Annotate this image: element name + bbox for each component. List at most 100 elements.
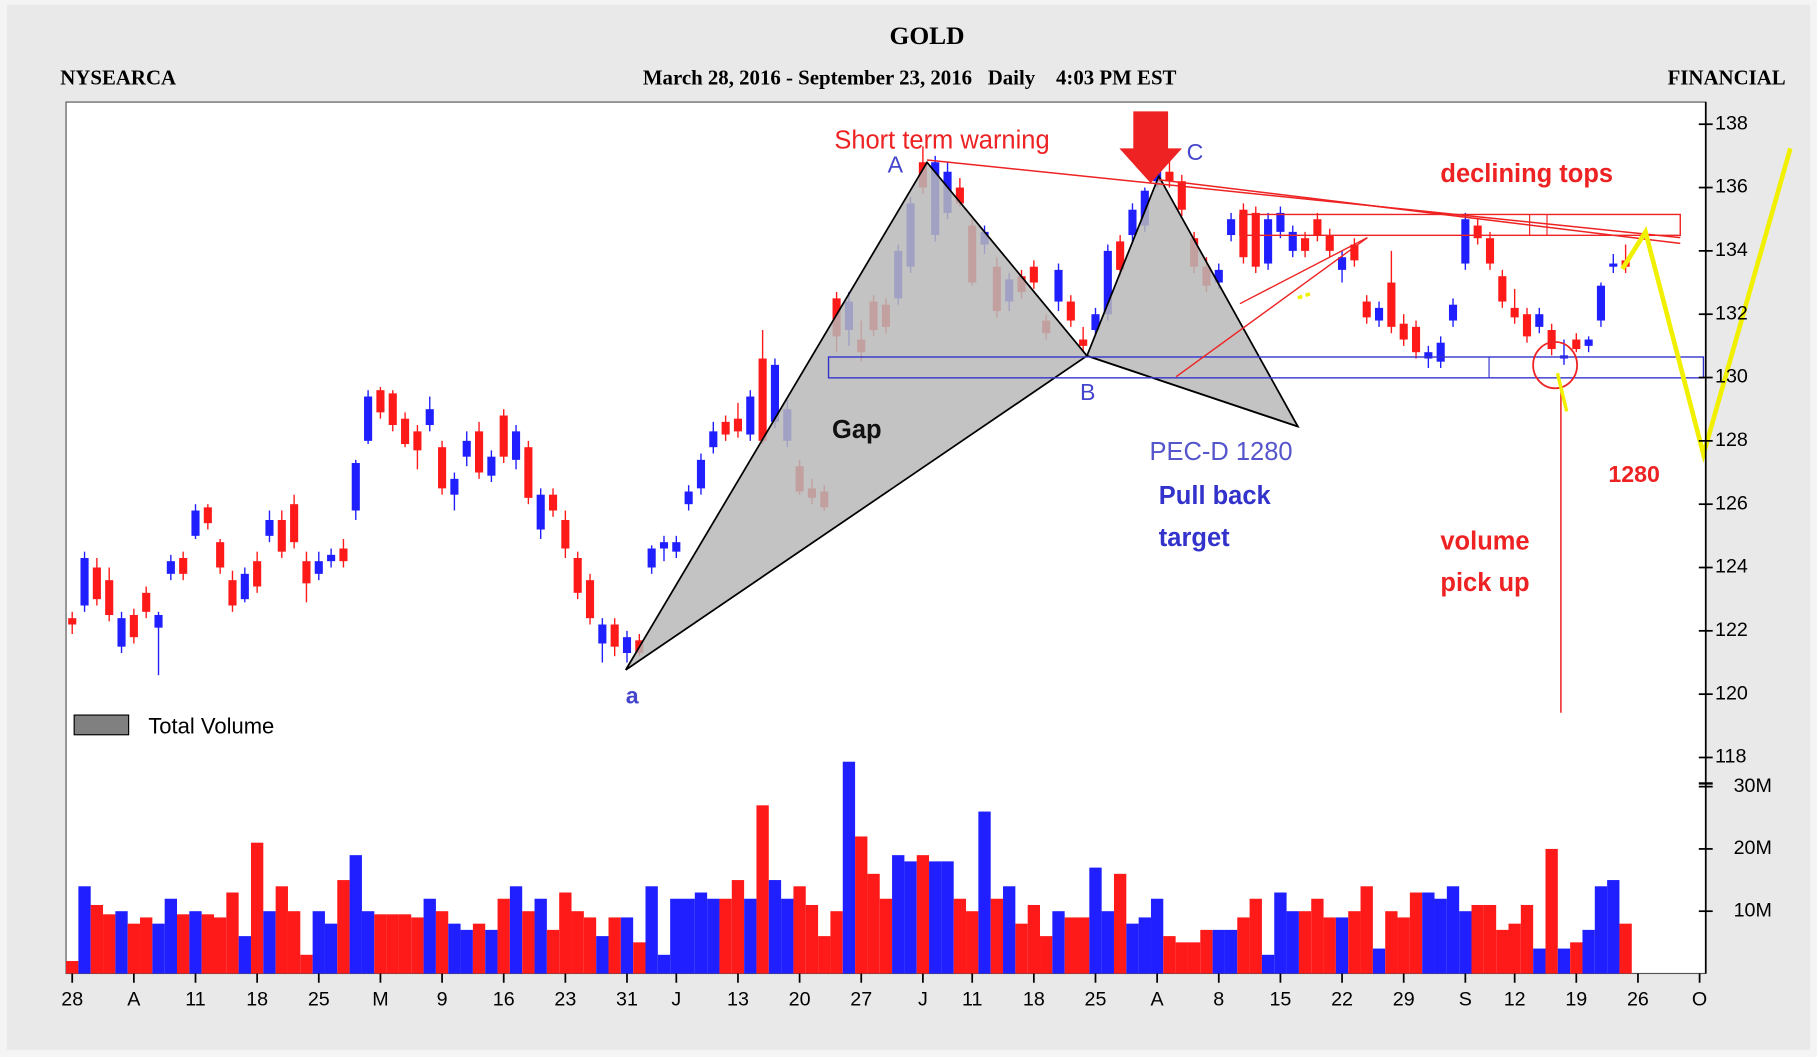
candle-body — [1596, 285, 1606, 321]
volume-bar — [867, 873, 880, 974]
candle-body — [166, 561, 175, 574]
x-tick-label: J — [671, 988, 681, 1010]
y-tick-label: 124 — [1715, 556, 1748, 578]
candle-body — [1103, 250, 1112, 315]
x-tick-label: 20 — [789, 988, 811, 1010]
volume-bar — [250, 842, 264, 974]
support-box — [827, 356, 1705, 379]
candle-body — [1165, 171, 1174, 182]
volume-bar — [1101, 911, 1114, 974]
candle-body — [240, 573, 249, 600]
volume-bar — [349, 855, 362, 974]
volume-bar — [1607, 880, 1620, 974]
volume-bar — [731, 880, 745, 974]
candle-body — [376, 390, 385, 413]
candle-body — [536, 494, 545, 530]
subtitle: March 28, 2016 - September 23, 2016 Dail… — [643, 66, 1177, 90]
volume-bar — [694, 892, 708, 974]
y-tick-label: 134 — [1715, 239, 1748, 261]
candle-body — [1214, 269, 1223, 283]
volume-bar — [744, 898, 757, 974]
exchange: NYSEARCA — [60, 66, 176, 90]
volume-bar — [1360, 886, 1373, 974]
volume-bar — [1224, 929, 1238, 974]
candle-body — [1510, 307, 1519, 318]
volume-bar — [916, 855, 930, 974]
candle-body — [1276, 212, 1285, 232]
y-tick-label: 118 — [1715, 746, 1746, 768]
volume-bar — [645, 886, 658, 974]
x-tick-label: 11 — [962, 988, 982, 1010]
volume-bar — [509, 886, 523, 974]
volume-bar — [448, 923, 461, 974]
candle-body — [339, 548, 348, 562]
candle-body — [1461, 219, 1470, 264]
y2-tick-label: 30M — [1734, 775, 1772, 797]
candle-body — [548, 494, 558, 511]
volume-bar — [1508, 923, 1521, 974]
volume-bar — [1113, 873, 1127, 974]
volume-bar — [719, 898, 732, 974]
volume-bar — [657, 954, 671, 974]
candle-body — [758, 358, 767, 441]
sector: FINANCIAL — [1668, 66, 1786, 90]
volume-bar — [1422, 892, 1435, 974]
candle-body — [1140, 190, 1149, 226]
volume-bar — [337, 880, 350, 974]
volume-bar — [1261, 954, 1275, 974]
candle-body — [1473, 225, 1482, 239]
candle-body — [68, 618, 77, 625]
volume-bar — [990, 898, 1004, 974]
candle-body — [1054, 269, 1063, 302]
x-tick-label: 23 — [554, 988, 576, 1010]
candle-body — [672, 542, 681, 552]
volume-bar — [1372, 948, 1386, 974]
resistance-box — [1239, 213, 1681, 237]
volume-bar — [559, 892, 572, 974]
volume-bar — [1003, 886, 1016, 974]
annotation: declining tops — [1440, 160, 1613, 188]
y-tick-label: 128 — [1715, 429, 1748, 451]
volume-bar — [472, 923, 486, 974]
annotation: C — [1187, 139, 1204, 165]
candle-body — [511, 431, 521, 460]
volume-bar — [892, 855, 905, 974]
candle-body — [1079, 339, 1088, 346]
volume-bar — [1126, 923, 1139, 974]
candle-body — [1485, 238, 1495, 264]
candle-body — [1239, 209, 1248, 258]
x-tick-label: 18 — [246, 988, 268, 1010]
volume-bar — [620, 917, 634, 974]
volume-bar — [707, 898, 720, 974]
y-tick-label: 136 — [1715, 176, 1748, 198]
candle-body — [1301, 238, 1310, 251]
volume-bar — [78, 886, 91, 974]
volume-bar — [1385, 911, 1398, 974]
volume-bar — [1175, 942, 1188, 974]
x-tick-label: 19 — [1565, 988, 1587, 1010]
x-tick-label: 27 — [850, 988, 872, 1010]
volume-bar — [1348, 911, 1361, 974]
annotation: 1280 — [1608, 461, 1660, 487]
annotation: Short term warning — [834, 126, 1049, 154]
harmonic-line — [1086, 355, 1299, 428]
candle-body — [228, 580, 237, 606]
volume-bar — [1619, 923, 1632, 974]
volume-bar — [361, 911, 375, 974]
candle-body — [154, 615, 163, 628]
volume-bar — [1409, 892, 1423, 974]
legend-swatch — [73, 714, 130, 736]
marks — [66, 146, 1632, 974]
volume-bar — [435, 911, 449, 974]
candle-body — [105, 580, 114, 616]
volume-bar — [1323, 917, 1336, 974]
volume-bar — [127, 923, 141, 974]
candle-body — [290, 504, 299, 543]
volume-bar — [287, 911, 301, 974]
candle-body — [117, 618, 126, 647]
volume-bar — [1138, 917, 1151, 974]
candle-body — [129, 615, 138, 638]
volume-bar — [1076, 917, 1090, 974]
volume-bar — [1040, 936, 1053, 974]
